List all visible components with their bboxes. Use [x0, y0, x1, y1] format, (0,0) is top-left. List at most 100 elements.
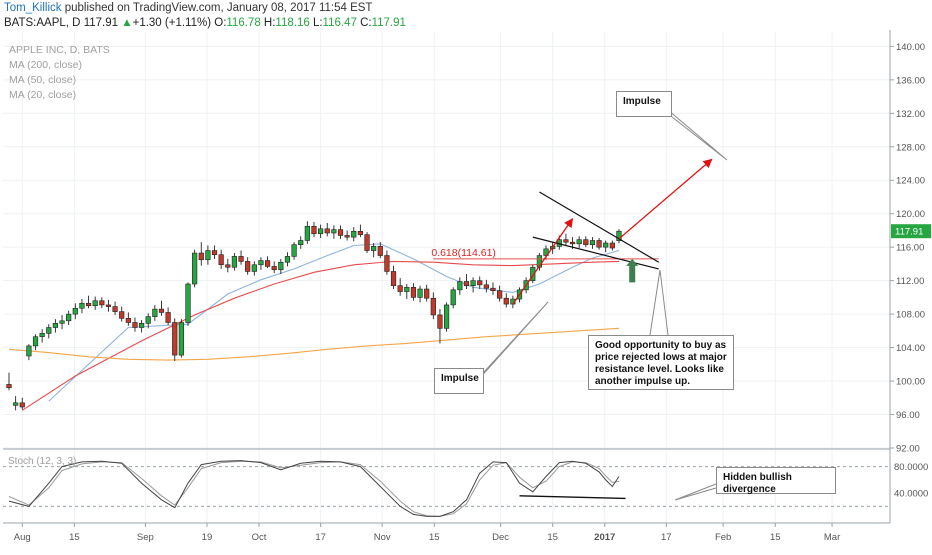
- symbol-line: BATS:AAPL, D 117.91 ▲+1.30 (+1.11%) O:11…: [4, 17, 406, 29]
- grid-layer: [3, 30, 891, 524]
- projection-arrow: [618, 158, 713, 240]
- impulse-callout-bottom[interactable]: Impulse: [434, 368, 484, 394]
- time-tick-label: Sep: [137, 532, 154, 543]
- candle: [603, 240, 609, 253]
- candle-body: [443, 304, 450, 329]
- high-label: H:: [263, 17, 276, 29]
- candle-body: [569, 241, 576, 245]
- candle: [463, 273, 470, 290]
- candle-body: [278, 261, 284, 271]
- legend-ma50[interactable]: MA (50, close): [9, 74, 77, 86]
- time-tick-label: Aug: [14, 532, 31, 543]
- price-tick-label: 128.00: [896, 142, 925, 153]
- publish-line: Tom_Killick published on TradingView.com…: [4, 2, 372, 14]
- candle: [258, 257, 264, 270]
- open-label: O:: [214, 17, 227, 29]
- candle-body: [404, 287, 410, 292]
- candle: [291, 242, 297, 260]
- candle-body: [477, 280, 483, 286]
- candle-body: [205, 250, 211, 261]
- candle-body: [52, 323, 59, 328]
- candle-body: [490, 287, 496, 291]
- candle-body: [583, 239, 589, 245]
- author-link[interactable]: Tom_Killick: [4, 2, 62, 14]
- candle: [357, 224, 363, 238]
- candle: [112, 301, 118, 315]
- candle-body: [304, 225, 310, 241]
- candle: [364, 232, 370, 254]
- candle-body: [152, 308, 158, 317]
- candle: [72, 303, 78, 320]
- impulse-callout-top[interactable]: Impulse: [616, 91, 672, 117]
- candle: [596, 237, 602, 250]
- lower-trendline: [532, 236, 659, 270]
- candle: [105, 299, 112, 312]
- symbol-name: BATS:AAPL, D: [4, 17, 81, 29]
- candle: [304, 221, 310, 244]
- legend-ma20[interactable]: MA (20, close): [9, 89, 77, 101]
- candle: [39, 329, 45, 343]
- candle-body: [125, 318, 131, 323]
- low-value: 116.47: [322, 17, 357, 29]
- impulse-bottom-pointer: [477, 301, 549, 381]
- candle: [79, 299, 85, 314]
- candle: [6, 372, 12, 391]
- candle-body: [437, 314, 443, 329]
- price-tick-label: 124.00: [896, 176, 925, 187]
- buy-callout-pointer: [649, 269, 669, 336]
- candle: [470, 277, 476, 293]
- candle-body: [318, 228, 324, 235]
- candle-body: [470, 280, 476, 286]
- candle-body: [251, 264, 257, 272]
- candle-body: [324, 228, 330, 234]
- candle: [13, 396, 19, 411]
- candle: [497, 285, 503, 302]
- candle-body: [139, 323, 145, 328]
- candle: [205, 245, 211, 265]
- time-tick-label: Dec: [492, 532, 509, 543]
- candle: [430, 292, 436, 320]
- candle-body: [417, 288, 423, 298]
- price-tick-label: 104.00: [896, 343, 925, 354]
- price-tick-label: 136.00: [896, 75, 925, 86]
- stoch-tick-label: 40.0000: [894, 489, 928, 500]
- candle-body: [284, 256, 291, 263]
- candle: [264, 256, 271, 269]
- candle: [483, 279, 489, 293]
- candle-body: [311, 225, 317, 235]
- candle: [46, 324, 52, 339]
- candle-body: [397, 285, 403, 292]
- price-tick-label: 108.00: [896, 310, 925, 321]
- legend-ma200[interactable]: MA (200, close): [9, 59, 82, 71]
- candle-body: [72, 307, 78, 315]
- candle-body: [450, 289, 456, 306]
- candle: [324, 222, 330, 237]
- candle: [609, 240, 615, 251]
- candle-body: [364, 234, 370, 251]
- candle-body: [271, 266, 277, 271]
- candle: [437, 309, 443, 344]
- candle: [238, 250, 244, 265]
- candle: [490, 282, 496, 295]
- candle-body: [424, 288, 430, 299]
- candle: [152, 304, 158, 321]
- price-tick-label: 132.00: [896, 109, 925, 120]
- time-tick-label: 15: [69, 532, 80, 543]
- candle: [278, 258, 284, 274]
- candle: [344, 230, 350, 241]
- hidden-divergence-callout[interactable]: Hidden bullish divergence: [716, 467, 836, 495]
- candle-body: [105, 304, 112, 307]
- candle-body: [185, 283, 191, 323]
- candle: [589, 237, 596, 249]
- candle-body: [145, 316, 151, 324]
- buy-opportunity-callout[interactable]: Good opportunity to buy as price rejecte…: [588, 335, 734, 390]
- candle-body: [6, 384, 12, 389]
- candle-body: [218, 254, 224, 266]
- buy-signal-arrow-icon: [626, 258, 639, 283]
- candle: [132, 317, 138, 332]
- up-triangle-icon: ▲: [121, 17, 133, 29]
- published-text: published on TradingView.com, January 08…: [64, 2, 373, 14]
- candle: [165, 307, 171, 325]
- divergence-line: [519, 495, 626, 500]
- candle: [384, 250, 390, 275]
